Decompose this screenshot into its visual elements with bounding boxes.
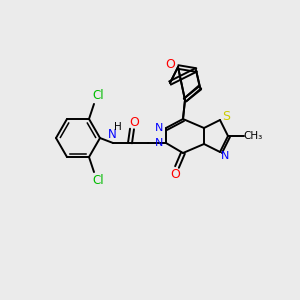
Text: N: N <box>155 123 163 133</box>
Text: Cl: Cl <box>92 89 104 102</box>
Text: S: S <box>222 110 230 124</box>
Text: Cl: Cl <box>92 174 104 187</box>
Text: O: O <box>170 169 180 182</box>
Text: H: H <box>114 122 122 132</box>
Text: N: N <box>221 151 229 161</box>
Text: CH₃: CH₃ <box>243 131 262 141</box>
Text: O: O <box>165 58 175 71</box>
Text: N: N <box>155 138 163 148</box>
Text: N: N <box>108 128 116 140</box>
Text: O: O <box>129 116 139 128</box>
